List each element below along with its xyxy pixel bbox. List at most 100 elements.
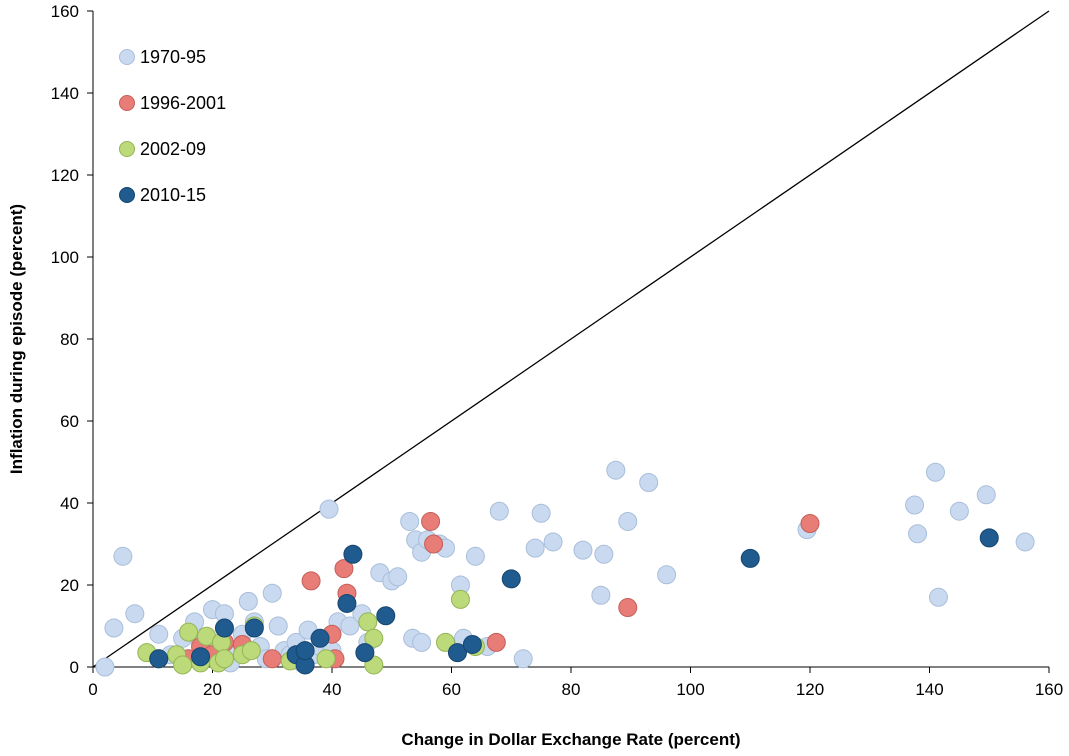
reference-line (92, 10, 1050, 668)
point-1970-95 (125, 604, 145, 624)
point-2002-09 (214, 649, 234, 669)
point-2010-15 (191, 647, 211, 667)
x-tick-label: 40 (323, 680, 342, 699)
point-1970-95 (905, 495, 925, 515)
point-2010-15 (295, 641, 315, 661)
point-1970-95 (388, 567, 408, 587)
y-tick-label: 120 (51, 166, 79, 185)
legend-marker (119, 141, 135, 157)
point-1970-95 (531, 503, 551, 523)
point-2010-15 (149, 649, 169, 669)
y-tick-label: 40 (60, 494, 79, 513)
axes: 0 20 40 60 80 100 120 140 160 0 20 40 60 80 100 120 140 1… (51, 2, 1064, 699)
legend-marker (119, 49, 135, 65)
point-1970-95 (639, 473, 659, 492)
point-1996-2001 (421, 511, 441, 531)
point-1970-95 (573, 540, 593, 560)
point-1970-95 (1015, 532, 1035, 552)
point-1970-95 (928, 587, 948, 607)
point-1970-95 (262, 583, 282, 603)
legend-marker (119, 95, 135, 111)
point-2010-15 (501, 569, 521, 589)
legend-label: 2002-09 (140, 139, 206, 159)
y-tick-label: 160 (51, 2, 79, 21)
legend-label: 2010-15 (140, 185, 206, 205)
point-1970-95 (618, 511, 638, 531)
point-1970-95 (268, 616, 288, 636)
point-1970-95 (606, 460, 626, 480)
reference-line-group (92, 10, 1050, 668)
point-1996-2001 (262, 649, 282, 669)
point-1996-2001 (618, 598, 638, 618)
point-2002-09 (450, 589, 470, 609)
point-1970-95 (976, 485, 996, 505)
point-2002-09 (316, 649, 336, 669)
x-tick-label: 0 (88, 680, 97, 699)
point-1996-2001 (301, 571, 321, 591)
point-1970-95 (412, 632, 432, 652)
y-tick-label: 100 (51, 248, 79, 267)
point-1970-95 (319, 499, 339, 519)
point-1970-95 (594, 544, 614, 564)
point-1970-95 (591, 585, 611, 605)
x-tick-label: 100 (676, 680, 704, 699)
x-tick-label: 80 (562, 680, 581, 699)
series-2010-15 (149, 528, 999, 675)
point-2010-15 (740, 548, 760, 568)
legend-label: 1970-95 (140, 47, 206, 67)
point-2010-15 (337, 593, 357, 613)
point-1970-95 (513, 649, 533, 669)
point-1970-95 (925, 462, 945, 482)
point-1970-95 (113, 546, 133, 566)
point-1970-95 (543, 532, 563, 552)
series-1996-2001 (179, 511, 820, 669)
y-tick-label: 80 (60, 330, 79, 349)
data-points (95, 460, 1035, 677)
point-1970-95 (400, 511, 420, 531)
point-2010-15 (376, 606, 396, 626)
x-tick-label: 20 (203, 680, 222, 699)
legend-label: 1996-2001 (140, 93, 226, 113)
point-2010-15 (979, 528, 999, 548)
x-tick-label: 60 (442, 680, 461, 699)
point-2002-09 (241, 641, 261, 661)
point-2010-15 (310, 628, 330, 648)
legend-marker (119, 187, 135, 203)
legend: 1970-95 1996-2001 2002-09 2010-15 (119, 47, 226, 205)
point-2002-09 (358, 612, 378, 632)
point-1996-2001 (800, 514, 820, 533)
x-tick-label: 160 (1035, 680, 1063, 699)
point-1970-95 (104, 618, 124, 638)
point-2010-15 (355, 643, 375, 663)
point-2010-15 (244, 618, 264, 638)
point-2010-15 (214, 618, 234, 638)
point-2010-15 (447, 643, 467, 663)
x-tick-label: 140 (915, 680, 943, 699)
point-1970-95 (489, 501, 509, 521)
point-1970-95 (465, 546, 485, 566)
point-2010-15 (462, 634, 482, 654)
y-tick-label: 140 (51, 84, 79, 103)
point-1970-95 (657, 565, 677, 585)
point-1996-2001 (334, 559, 354, 579)
y-axis-title: Inflation during episode (percent) (7, 204, 26, 474)
y-tick-label: 0 (70, 658, 79, 677)
point-1970-95 (340, 616, 360, 636)
point-1996-2001 (424, 534, 444, 554)
point-1970-95 (525, 538, 545, 558)
point-1970-95 (149, 624, 169, 644)
point-2002-09 (179, 622, 199, 642)
point-1970-95 (908, 524, 928, 544)
point-2010-15 (343, 544, 363, 564)
point-2002-09 (364, 628, 384, 648)
point-1970-95 (95, 657, 115, 677)
point-1970-95 (949, 501, 969, 521)
y-tick-label: 60 (60, 412, 79, 431)
point-2002-09 (173, 655, 193, 675)
point-1970-95 (238, 591, 258, 611)
point-1996-2001 (486, 632, 506, 652)
x-axis-title: Change in Dollar Exchange Rate (percent) (401, 730, 740, 749)
y-tick-label: 20 (60, 576, 79, 595)
x-tick-label: 120 (796, 680, 824, 699)
